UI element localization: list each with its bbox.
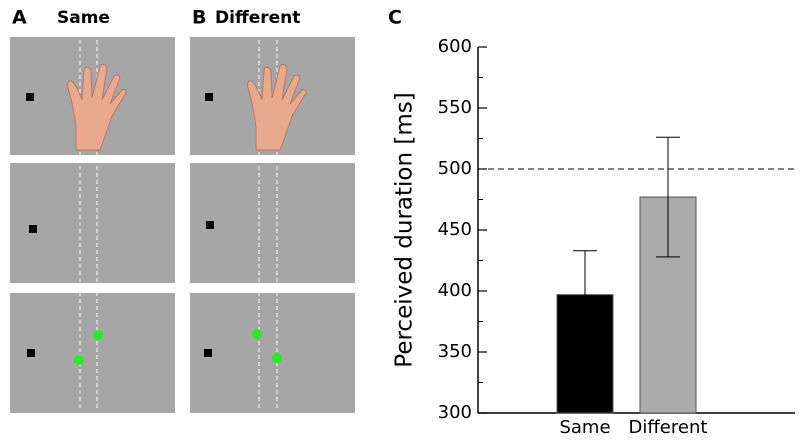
y-tick-label: 600	[438, 36, 472, 57]
x-tick-label: Same	[559, 417, 610, 438]
y-tick-label: 400	[438, 280, 472, 301]
x-tick-label: Different	[629, 417, 708, 438]
panel-label: A	[12, 7, 27, 29]
panel-c: C Perceived duration [ms] 300 350 400 450 50…	[388, 7, 795, 438]
y-tick-label: 300	[438, 402, 472, 423]
y-axis-label: Perceived duration [ms]	[392, 92, 418, 367]
panel-title: Different	[215, 8, 300, 28]
panel-label: C	[388, 7, 402, 29]
y-tick-label: 350	[438, 341, 472, 362]
panel-b: B Different	[190, 7, 355, 413]
panel-a: A Same	[10, 7, 175, 413]
panel-title: Same	[57, 8, 110, 28]
y-tick-label: 450	[438, 219, 472, 240]
panel-label: B	[192, 7, 206, 29]
y-tick-label: 550	[438, 97, 472, 118]
y-tick-label: 500	[438, 158, 472, 179]
